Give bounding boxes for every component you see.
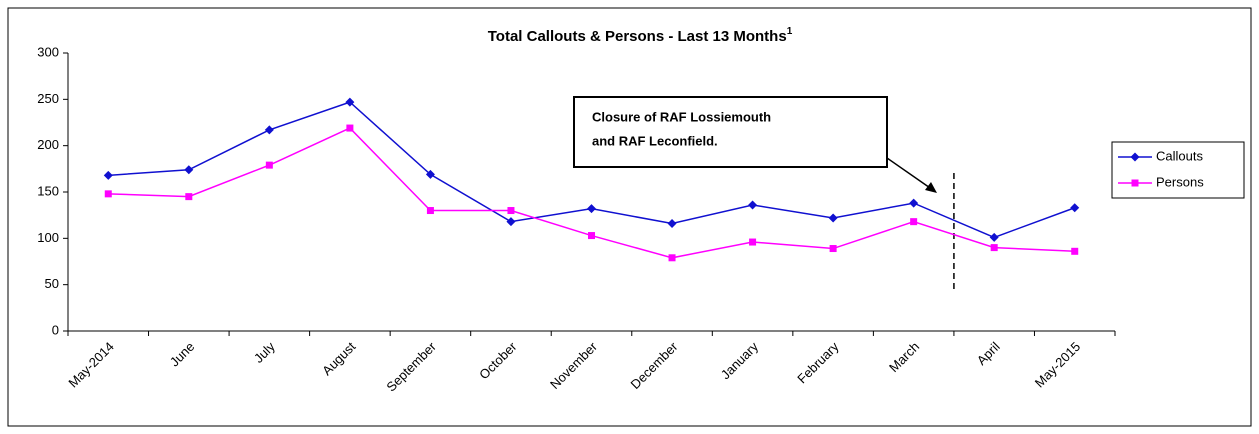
annotation-arrow xyxy=(886,157,934,191)
point xyxy=(1070,203,1080,213)
point xyxy=(185,193,193,201)
legend-label: Callouts xyxy=(1156,148,1203,163)
point xyxy=(989,232,999,242)
point xyxy=(506,217,516,227)
point xyxy=(104,190,112,198)
y-tick-label: 50 xyxy=(45,276,59,291)
chart-title: Total Callouts & Persons - Last 13 Month… xyxy=(488,26,793,45)
y-tick-label: 300 xyxy=(37,44,59,59)
point xyxy=(990,244,998,252)
y-tick-label: 200 xyxy=(37,137,59,152)
arrow-head xyxy=(925,182,937,193)
point xyxy=(103,170,113,180)
point xyxy=(748,200,758,210)
point xyxy=(1130,152,1140,162)
point xyxy=(184,165,194,175)
point xyxy=(345,97,355,107)
point xyxy=(1131,179,1139,187)
point xyxy=(829,245,837,253)
point xyxy=(587,204,596,214)
point xyxy=(426,207,434,215)
y-tick-label: 100 xyxy=(37,230,59,245)
title-note: 1 xyxy=(787,26,793,37)
chart-border xyxy=(7,7,1252,427)
point xyxy=(264,125,274,135)
point xyxy=(265,161,273,169)
title-text: Total Callouts & Persons - Last 13 Month… xyxy=(488,28,787,45)
point xyxy=(425,169,435,179)
point xyxy=(507,207,515,215)
legend-box xyxy=(1111,141,1245,199)
y-tick-label: 150 xyxy=(37,183,59,198)
point xyxy=(828,213,838,223)
point xyxy=(588,232,595,240)
point xyxy=(346,124,354,132)
legend-label: Persons xyxy=(1156,174,1204,189)
annotation-line: Closure of RAF Lossiemouth xyxy=(592,109,771,124)
annotation-box xyxy=(573,96,888,168)
point xyxy=(668,254,676,262)
point xyxy=(667,219,677,229)
annotation-line: and RAF Leconfield. xyxy=(592,133,718,148)
point xyxy=(749,238,757,246)
y-tick-label: 250 xyxy=(37,91,59,106)
y-tick-label: 0 xyxy=(52,322,59,337)
point xyxy=(909,198,919,208)
point xyxy=(1071,247,1079,255)
point xyxy=(910,218,918,226)
